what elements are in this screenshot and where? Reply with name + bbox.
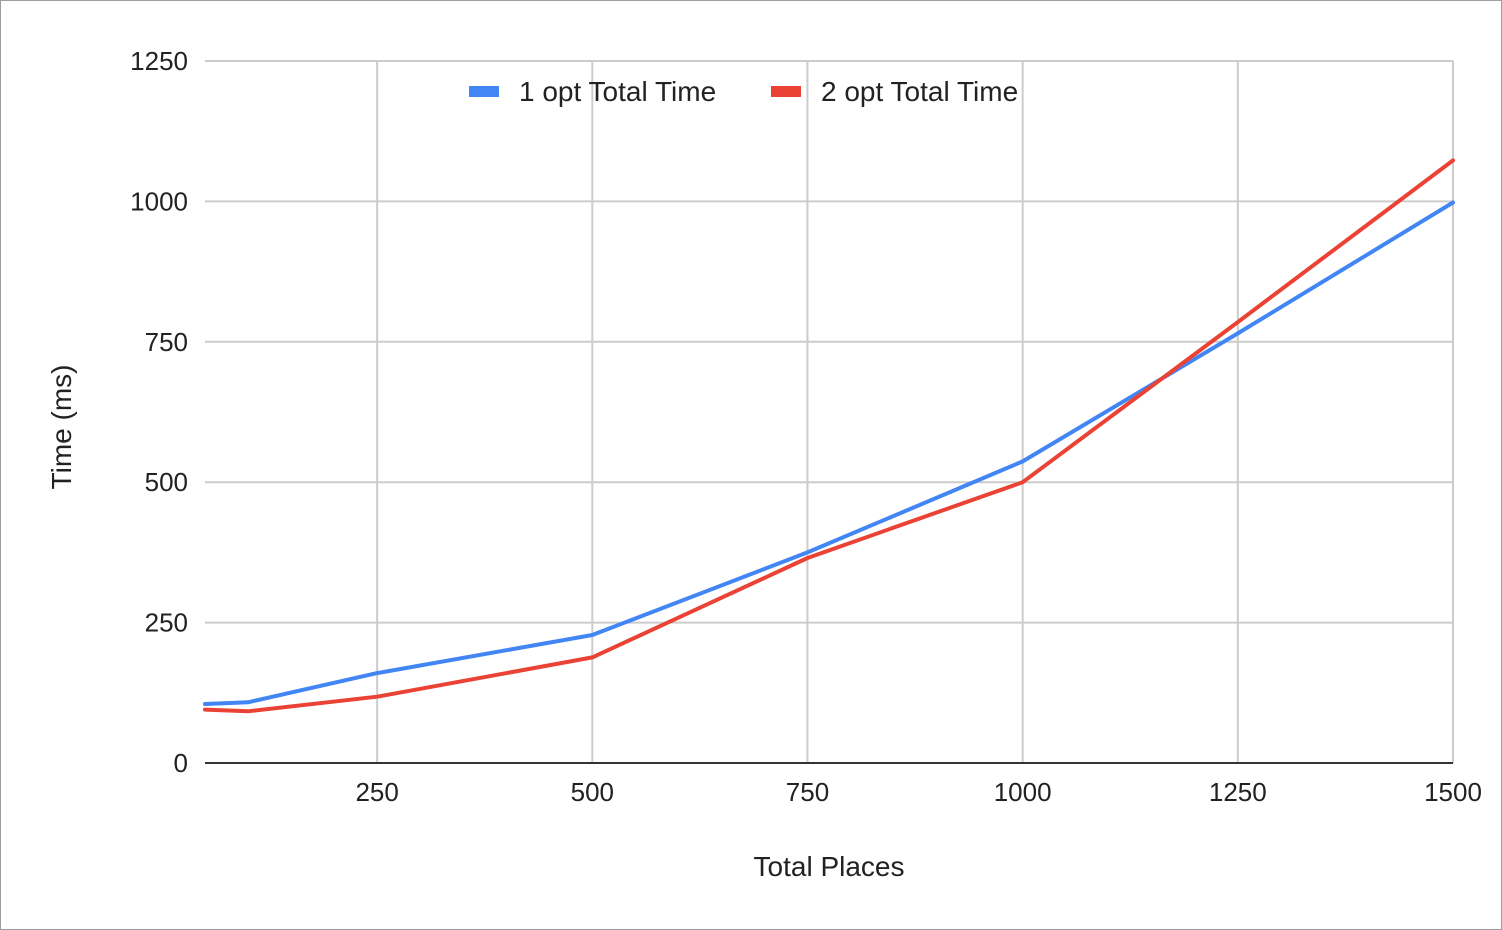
legend-swatch-2 [771, 86, 801, 97]
series-line-1 [203, 200, 1455, 706]
legend-swatch-1 [469, 86, 499, 97]
x-axis-title: Total Places [754, 851, 905, 882]
legend: 1 opt Total Time 2 opt Total Time [469, 76, 1018, 107]
y-tick-label: 250 [145, 608, 188, 638]
series-lines [203, 158, 1455, 714]
y-tick-label: 0 [174, 748, 188, 778]
y-tick-label: 500 [145, 467, 188, 497]
y-axis-title: Time (ms) [46, 365, 77, 490]
x-tick-label: 250 [355, 777, 398, 807]
x-tick-label: 750 [786, 777, 829, 807]
legend-label-1: 1 opt Total Time [519, 76, 716, 107]
gridlines [205, 60, 1454, 763]
series-line-2 [203, 158, 1455, 714]
y-tick-label: 1000 [130, 186, 188, 216]
axes: 0 250 500 750 1000 1250 250 500 750 1000 1250 1500 [130, 46, 1482, 807]
legend-label-2: 2 opt Total Time [821, 76, 1018, 107]
y-tick-label: 1250 [130, 46, 188, 76]
x-tick-label: 1250 [1209, 777, 1267, 807]
y-tick-label: 750 [145, 327, 188, 357]
x-tick-label: 1000 [994, 777, 1052, 807]
x-tick-label: 500 [571, 777, 614, 807]
x-tick-label: 1500 [1424, 777, 1482, 807]
